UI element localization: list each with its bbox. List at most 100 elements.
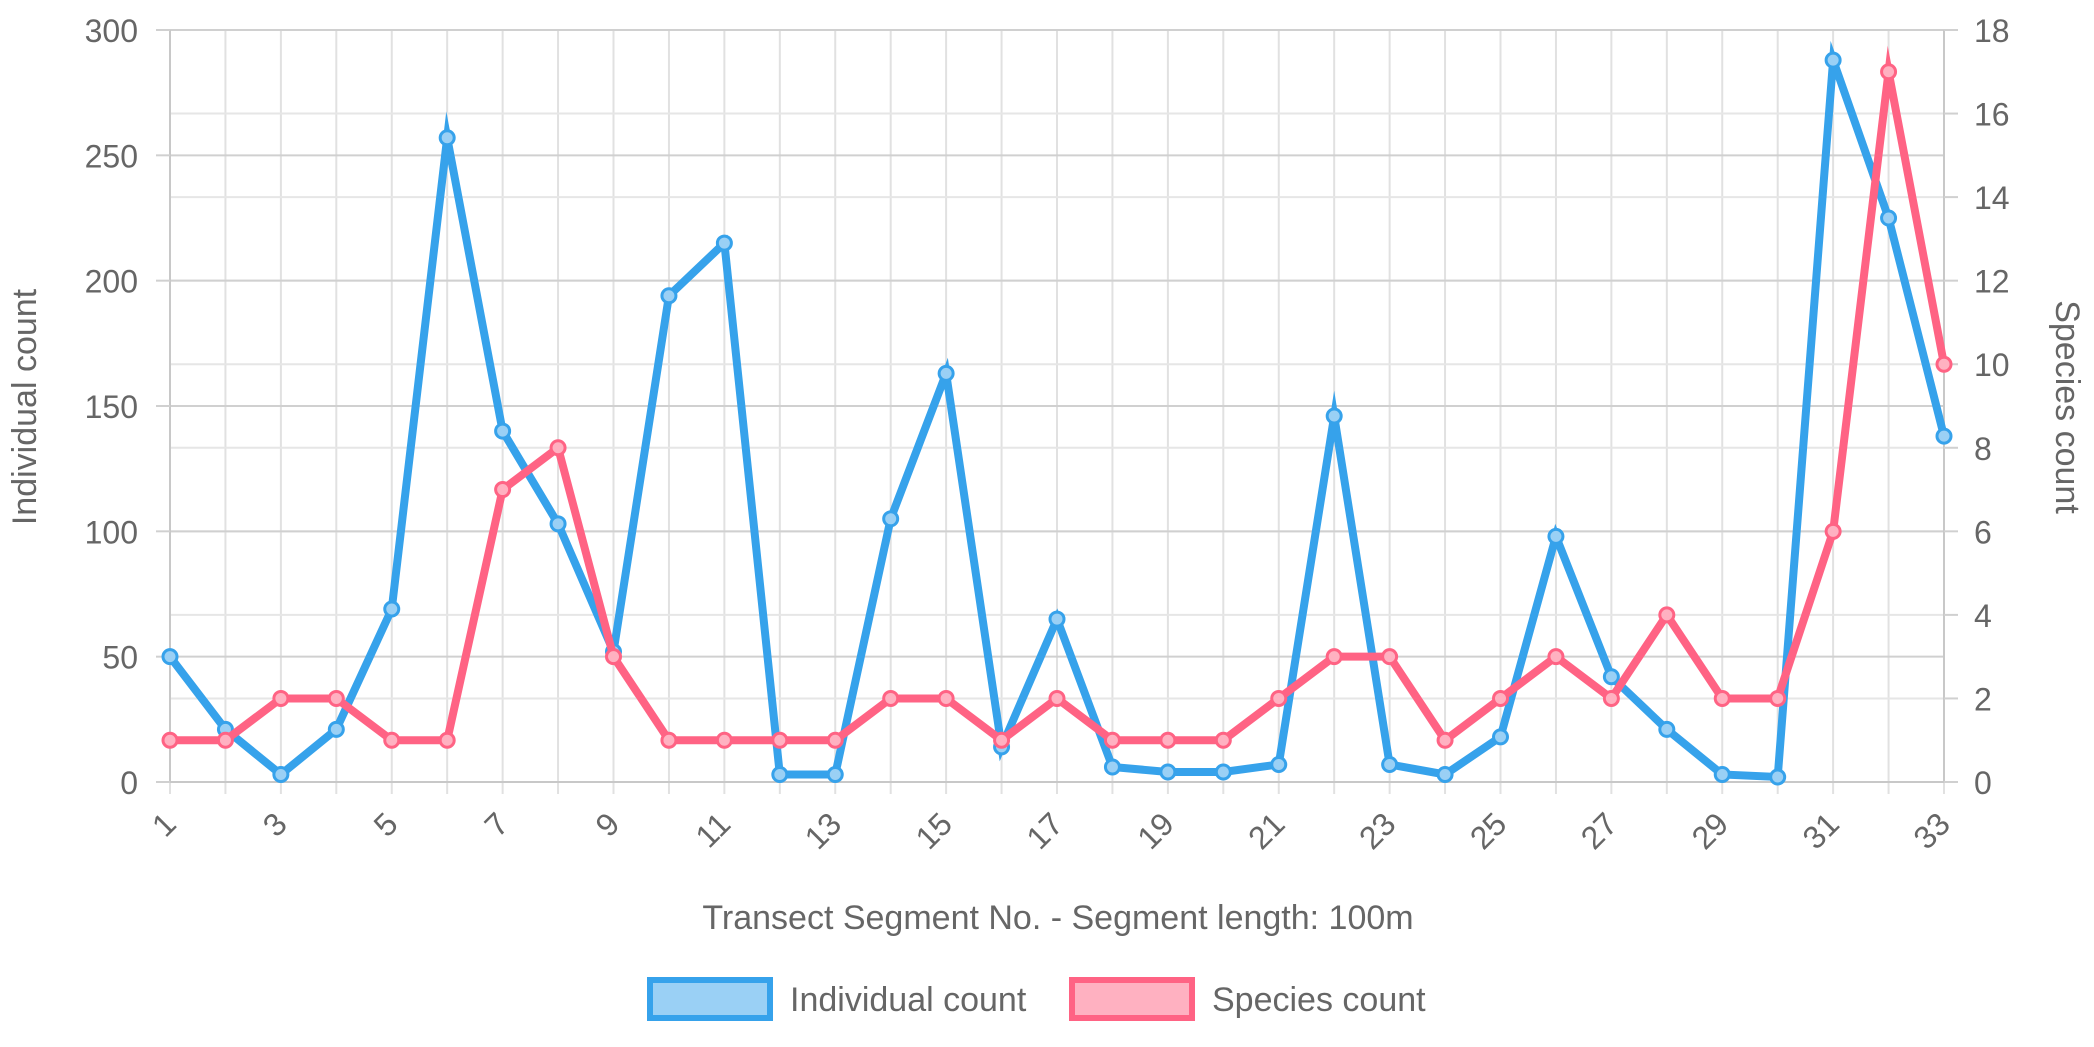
data-point <box>1270 689 1288 707</box>
x-tick-label: 27 <box>1574 805 1625 856</box>
data-point <box>937 364 955 382</box>
legend-label: Individual count <box>790 981 1027 1019</box>
x-tick-label: 25 <box>1463 805 1514 856</box>
data-point <box>438 731 456 749</box>
y-right-tick-label: 8 <box>1974 431 1992 467</box>
series-layer <box>161 40 1953 786</box>
data-point <box>1769 689 1787 707</box>
data-point <box>771 765 789 783</box>
data-point <box>1325 407 1343 425</box>
y-axis-left-label: Individual count <box>6 288 44 525</box>
data-point <box>161 648 179 666</box>
data-point <box>882 689 900 707</box>
data-point <box>161 731 179 749</box>
y-right-tick-label: 4 <box>1974 598 1992 634</box>
data-point <box>1880 209 1898 227</box>
data-point <box>1103 731 1121 749</box>
legend-label: Species count <box>1212 981 1426 1019</box>
x-tick-label: 3 <box>256 805 294 843</box>
y-left-tick-label: 200 <box>85 264 138 300</box>
data-point <box>1048 610 1066 628</box>
grid-lines <box>169 29 1945 794</box>
y-left-tick-label: 50 <box>102 640 138 676</box>
data-point <box>1713 765 1731 783</box>
x-tick-label: 31 <box>1795 805 1846 856</box>
data-point <box>771 731 789 749</box>
y-axis-right-label: Species count <box>2048 300 2086 514</box>
data-point <box>660 731 678 749</box>
x-tick-label: 5 <box>367 805 405 843</box>
data-point <box>438 129 456 147</box>
y-left-tick-label: 150 <box>85 389 138 425</box>
x-tick-label: 17 <box>1019 805 1070 856</box>
y-left-tick-label: 100 <box>85 514 138 550</box>
data-point <box>1214 763 1232 781</box>
x-tick-label: 11 <box>688 805 737 854</box>
legend-swatch <box>647 977 773 1021</box>
data-point <box>1436 731 1454 749</box>
data-point <box>1325 648 1343 666</box>
data-point <box>1214 731 1232 749</box>
data-point <box>494 422 512 440</box>
data-point <box>1159 731 1177 749</box>
y-right-tick-label: 0 <box>1974 765 1992 801</box>
y-left-tick-label: 0 <box>120 765 138 801</box>
x-tick-label: 23 <box>1352 805 1403 856</box>
y-right-tick-label: 18 <box>1974 13 2010 49</box>
data-point <box>216 731 234 749</box>
data-point <box>993 731 1011 749</box>
y-right-tick-label: 14 <box>1974 180 2010 216</box>
x-axis-label: Transect Segment No. - Segment length: 1… <box>702 899 1413 937</box>
series-species-count <box>161 45 1953 749</box>
data-point <box>1103 758 1121 776</box>
y-right-tick-label: 2 <box>1974 681 1992 717</box>
data-point <box>826 765 844 783</box>
data-point <box>272 689 290 707</box>
y-left-tick-label: 300 <box>85 13 138 49</box>
x-tick-label: 7 <box>478 805 516 843</box>
data-point <box>882 510 900 528</box>
y-right-tick-label: 10 <box>1974 347 2010 383</box>
x-tick-label: 13 <box>798 805 849 856</box>
legend: Individual count Species count <box>647 977 1426 1021</box>
data-point <box>494 481 512 499</box>
x-tick-label: 19 <box>1130 805 1181 856</box>
data-point <box>1769 768 1787 786</box>
data-point <box>1658 720 1676 738</box>
data-point <box>549 439 567 457</box>
data-point <box>715 731 733 749</box>
data-point <box>1713 689 1731 707</box>
y-right-tick-label: 12 <box>1974 264 2010 300</box>
y-left-tick-label: 250 <box>85 138 138 174</box>
series-individual-count <box>161 40 1953 786</box>
data-point <box>383 600 401 618</box>
data-point <box>1602 668 1620 686</box>
data-point <box>1547 527 1565 545</box>
x-tick-label: 15 <box>908 805 959 856</box>
x-tick-label: 21 <box>1241 805 1292 856</box>
data-point <box>1935 355 1953 373</box>
legend-item-individual-count: Individual count <box>647 977 1027 1021</box>
y-right-tick-label: 16 <box>1974 97 2010 133</box>
data-point <box>826 731 844 749</box>
data-point <box>1602 689 1620 707</box>
data-point <box>1381 648 1399 666</box>
data-point <box>1880 63 1898 81</box>
data-point <box>715 234 733 252</box>
x-tick-label: 9 <box>588 805 626 843</box>
data-point <box>272 765 290 783</box>
data-point <box>1492 728 1509 746</box>
data-point <box>937 689 955 707</box>
data-point <box>383 731 401 749</box>
legend-item-species-count: Species count <box>1069 977 1426 1021</box>
data-point <box>1824 51 1842 69</box>
data-point <box>549 515 567 533</box>
data-point <box>1436 765 1454 783</box>
legend-swatch <box>1069 977 1195 1021</box>
data-point <box>1824 522 1842 540</box>
data-point <box>605 648 622 666</box>
y-right-tick-label: 6 <box>1974 514 1992 550</box>
x-tick-label: 33 <box>1906 805 1957 856</box>
data-point <box>1547 648 1565 666</box>
